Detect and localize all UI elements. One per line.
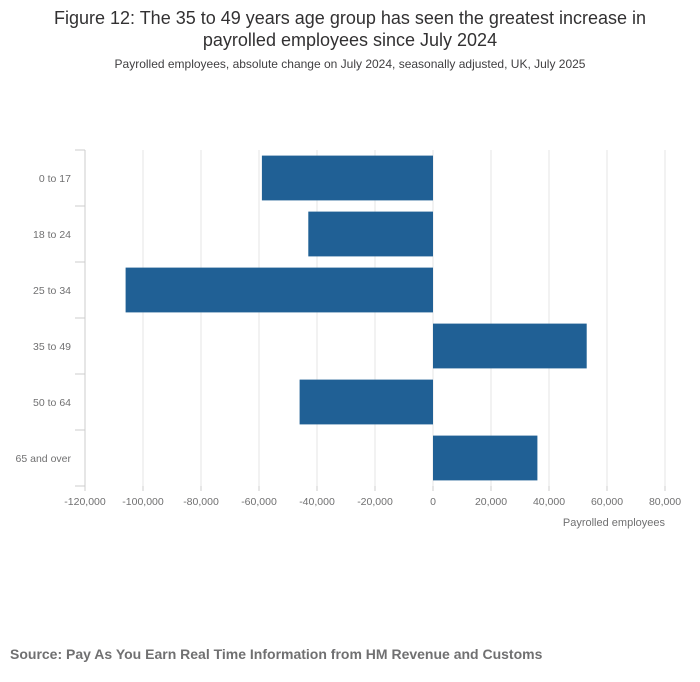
x-tick-label: -100,000 xyxy=(122,496,164,508)
x-tick-label: -40,000 xyxy=(299,496,335,508)
bar xyxy=(308,211,433,257)
y-category-label: 50 to 64 xyxy=(33,397,71,409)
chart-title: Figure 12: The 35 to 49 years age group … xyxy=(53,8,647,50)
bar xyxy=(433,323,587,369)
bar xyxy=(125,267,433,313)
x-tick-label: 40,000 xyxy=(533,496,565,508)
gridlines xyxy=(142,150,666,486)
x-axis-label: Payrolled employees xyxy=(563,517,666,529)
bars xyxy=(125,155,587,481)
x-tick-label: 80,000 xyxy=(649,496,681,508)
chart-subtitle: Payrolled employees, absolute change on … xyxy=(114,57,586,71)
y-category-label: 25 to 34 xyxy=(33,285,71,297)
y-category-label: 18 to 24 xyxy=(33,229,71,241)
x-tick-label: 0 xyxy=(430,496,436,508)
bar xyxy=(299,379,433,425)
x-tick-label: -80,000 xyxy=(183,496,219,508)
x-axis: -120,000 -100,000 -80,000 -60,000 -40,000 -20… xyxy=(64,486,681,508)
bar-chart: 0 to 17 18 to 24 25 to 34 35 to 49 50 to 64 6… xyxy=(16,149,681,529)
x-tick-label: 60,000 xyxy=(591,496,623,508)
x-tick-label: 20,000 xyxy=(475,496,507,508)
y-category-label: 0 to 17 xyxy=(39,173,71,185)
bar xyxy=(261,155,433,201)
x-tick-label: -60,000 xyxy=(241,496,277,508)
y-category-label: 65 and over xyxy=(16,453,72,465)
x-tick-label: -20,000 xyxy=(357,496,393,508)
source-note: Source: Pay As You Earn Real Time Inform… xyxy=(10,646,543,662)
y-category-label: 35 to 49 xyxy=(33,341,71,353)
y-axis: 0 to 17 18 to 24 25 to 34 35 to 49 50 to 64 6… xyxy=(16,149,86,487)
bar xyxy=(433,435,538,481)
x-tick-label: -120,000 xyxy=(64,496,106,508)
